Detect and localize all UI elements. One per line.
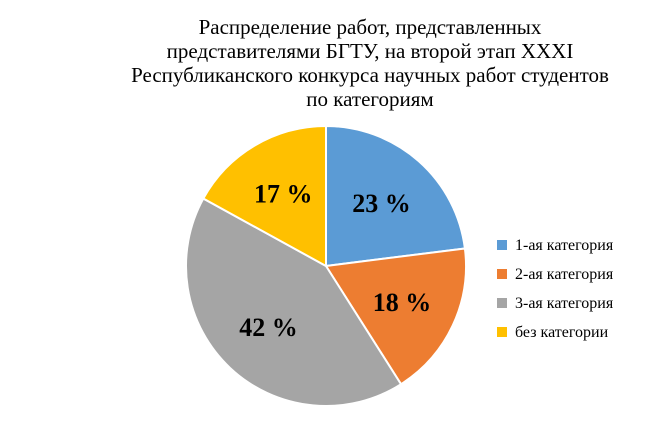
pie-slice-1 (325, 124, 467, 268)
legend-label-3: 3-ая категория (515, 295, 614, 312)
slice-label-1: 23 % (352, 189, 411, 218)
pie-slices (185, 124, 467, 407)
pie-slice-3 (185, 197, 403, 407)
legend: 1-ая категория 2-ая категория 3-ая категор… (497, 237, 614, 341)
slice-labels: 23 % 18 % 42 % 17 % (239, 180, 431, 343)
slice-label-2: 18 % (373, 288, 432, 317)
pie-slice-2 (324, 247, 467, 386)
slice-label-4: 17 % (254, 180, 313, 209)
legend-swatch-3 (497, 298, 507, 308)
chart-title-line-1: Распределение работ, представленных (199, 15, 542, 39)
pie-slice-4 (201, 124, 327, 268)
legend-label-1: 1-ая категория (515, 237, 614, 254)
legend-swatch-4 (497, 327, 507, 337)
legend-swatch-2 (497, 269, 507, 279)
slice-label-3: 42 % (239, 313, 298, 342)
chart-title: Распределение работ, представленныхпредс… (131, 15, 609, 111)
legend-label-2: 2-ая категория (515, 266, 614, 283)
legend-swatch-1 (497, 240, 507, 250)
chart-title-line-4: по категориям (306, 87, 433, 111)
chart-title-line-2: представителями БГТУ, на второй этап XXX… (167, 39, 574, 63)
chart-title-line-3: Республиканского конкурса научных работ … (131, 63, 609, 87)
legend-label-4: без категории (515, 324, 609, 341)
